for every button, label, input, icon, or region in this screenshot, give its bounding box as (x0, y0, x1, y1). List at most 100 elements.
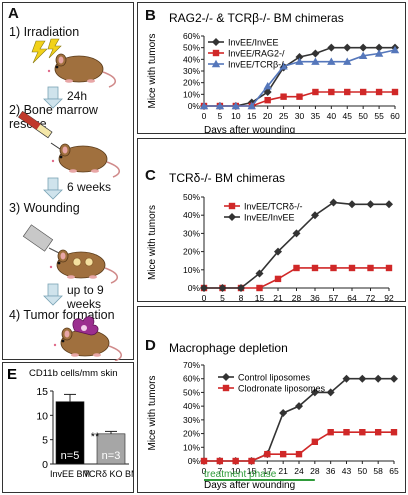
e-x-tick-label: TCRδ KO BM (83, 469, 133, 479)
treatment-phase-label: treatment phase (204, 469, 277, 480)
b-x-tick-label: 25 (279, 111, 289, 121)
d-x-tick-label: 15 (247, 466, 257, 476)
b-point-invee-tcr (279, 62, 288, 70)
b-x-tick-label: 15 (247, 111, 257, 121)
c-point-invee-tcr (367, 264, 374, 272)
c-point-invee-tcr (348, 264, 356, 272)
mouse-icon (47, 53, 116, 88)
b-point-invee-invee (311, 49, 320, 58)
c-point-invee-invee (385, 200, 393, 209)
b-x-tick-label: 50 (358, 111, 368, 121)
c-point-invee-invee (311, 211, 319, 220)
d-point-clodronate-liposomes (327, 429, 334, 436)
b-point-invee-invee (327, 43, 336, 52)
arrow-down-icon (43, 86, 63, 109)
c-point-invee-tcr (256, 284, 263, 292)
b-point-invee-tcr (263, 81, 272, 90)
b-point-invee-rag2 (375, 88, 383, 96)
c-point-invee-tcr (385, 264, 393, 272)
b-point-invee-tcr (374, 49, 384, 57)
b-point-invee-tcr (215, 101, 225, 110)
b-point-invee-tcr (327, 57, 336, 65)
c-x-tick-label: 15 (255, 293, 265, 301)
d-point-control-liposomes (342, 374, 351, 383)
c-point-invee-invee (329, 198, 338, 207)
b-point-invee-rag2 (344, 88, 351, 96)
interval-6-weeks: 6 weeks (67, 180, 112, 194)
d-point-clodronate-liposomes (390, 429, 398, 436)
c-y-tick-label: 30% (183, 228, 200, 238)
c-x-tick-label: 21 (273, 293, 283, 301)
interval-up-to-9: up to 9 (67, 283, 104, 297)
panel-b-title: RAG2-/- & TCRβ-/- BM chimeras (169, 11, 344, 25)
b-point-invee-tcr (295, 57, 304, 65)
b-y-tick-label: 60% (183, 31, 200, 41)
c-legend-label: InvEE/TCRδ-/- (244, 202, 303, 212)
b-x-tick-label: 60 (390, 111, 400, 121)
b-point-invee-invee (375, 43, 384, 52)
d-point-clodronate-liposomes (279, 450, 287, 458)
b-legend-marker (211, 59, 221, 68)
c-point-invee-tcr (293, 264, 300, 272)
panel-d-label: D (145, 337, 156, 354)
d-point-clodronate-liposomes (248, 457, 255, 465)
b-y-tick-label: 50% (183, 43, 200, 53)
d-legend-label: Control liposomes (238, 373, 311, 383)
d-point-control-liposomes (374, 374, 383, 383)
d-y-tick-label: 70% (183, 360, 200, 370)
c-x-tick-label: 5 (220, 293, 225, 301)
mouse-icon (51, 143, 120, 178)
d-x-tick-label: 17 (263, 466, 273, 476)
d-legend-marker (222, 373, 230, 381)
e-y-tick-label: 5 (42, 435, 48, 447)
d-point-control-liposomes (390, 374, 398, 383)
b-y-tick-label: 10% (183, 89, 200, 99)
c-y-tick-label: 0% (188, 283, 201, 293)
panel-e: E CD11b cells/mm skin 0 5 10 15 n=5 InvEE BM n… (2, 362, 134, 493)
d-y-tick-label: 10% (183, 442, 200, 452)
b-point-invee-rag2 (264, 96, 271, 104)
d-point-clodronate-liposomes (216, 457, 224, 465)
d-point-clodronate-liposomes (343, 429, 350, 436)
d-y-tick-label: 60% (183, 374, 200, 384)
d-point-clodronate-liposomes (232, 457, 239, 465)
b-point-invee-tcr (343, 57, 352, 65)
d-x-tick-label: 58 (373, 466, 383, 476)
mouse-icon (53, 316, 122, 361)
d-point-control-liposomes (358, 374, 367, 383)
b-point-invee-invee (263, 88, 272, 96)
d-x-tick-label: 10 (231, 466, 241, 476)
d-point-clodronate-liposomes (374, 429, 382, 436)
d-y-axis-title: Mice with tumors (147, 375, 158, 450)
c-y-tick-label: 50% (183, 192, 200, 202)
b-point-invee-invee (295, 53, 304, 61)
b-legend-marker (212, 49, 220, 57)
b-point-invee-tcr (231, 101, 241, 110)
panel-c-line-chart: TCRδ-/- BM chimeras 0% 10% 20% 30% 40% 50% 0 5 8… (147, 171, 394, 301)
panel-e-bar-chart: E CD11b cells/mm skin 0 5 10 15 n=5 InvEE BM n… (7, 366, 133, 479)
c-point-invee-invee (366, 200, 375, 209)
d-y-tick-label: 30% (183, 415, 200, 425)
b-x-tick-label: 30 (295, 111, 305, 121)
d-x-tick-label: 50 (358, 466, 368, 476)
c-y-axis-title: Mice with tumors (147, 205, 158, 280)
b-y-tick-label: 20% (183, 78, 200, 88)
panel-a: A 1) Irradiation 2) Bone marrow rescue 3… (2, 2, 134, 361)
syringe-icon (18, 110, 64, 152)
punch-tool-icon (22, 224, 60, 254)
b-x-tick-label: 40 (327, 111, 337, 121)
panel-a-illustration (18, 38, 122, 361)
b-y-tick-label: 0% (188, 101, 201, 111)
b-y-axis-title: Mice with tumors (147, 33, 158, 108)
c-point-invee-invee (255, 269, 264, 278)
c-point-invee-tcr (274, 275, 282, 283)
c-legend-marker (228, 213, 236, 221)
c-point-invee-invee (200, 284, 208, 292)
e-bar (96, 433, 126, 465)
mouse-icon (49, 249, 118, 284)
d-x-tick-label: 21 (278, 466, 288, 476)
d-x-tick-label: 36 (326, 466, 336, 476)
significance-marker: ** (91, 431, 100, 443)
c-x-tick-label: 57 (329, 293, 339, 301)
b-legend-label: InvEE/TCRβ-/- (228, 60, 287, 70)
